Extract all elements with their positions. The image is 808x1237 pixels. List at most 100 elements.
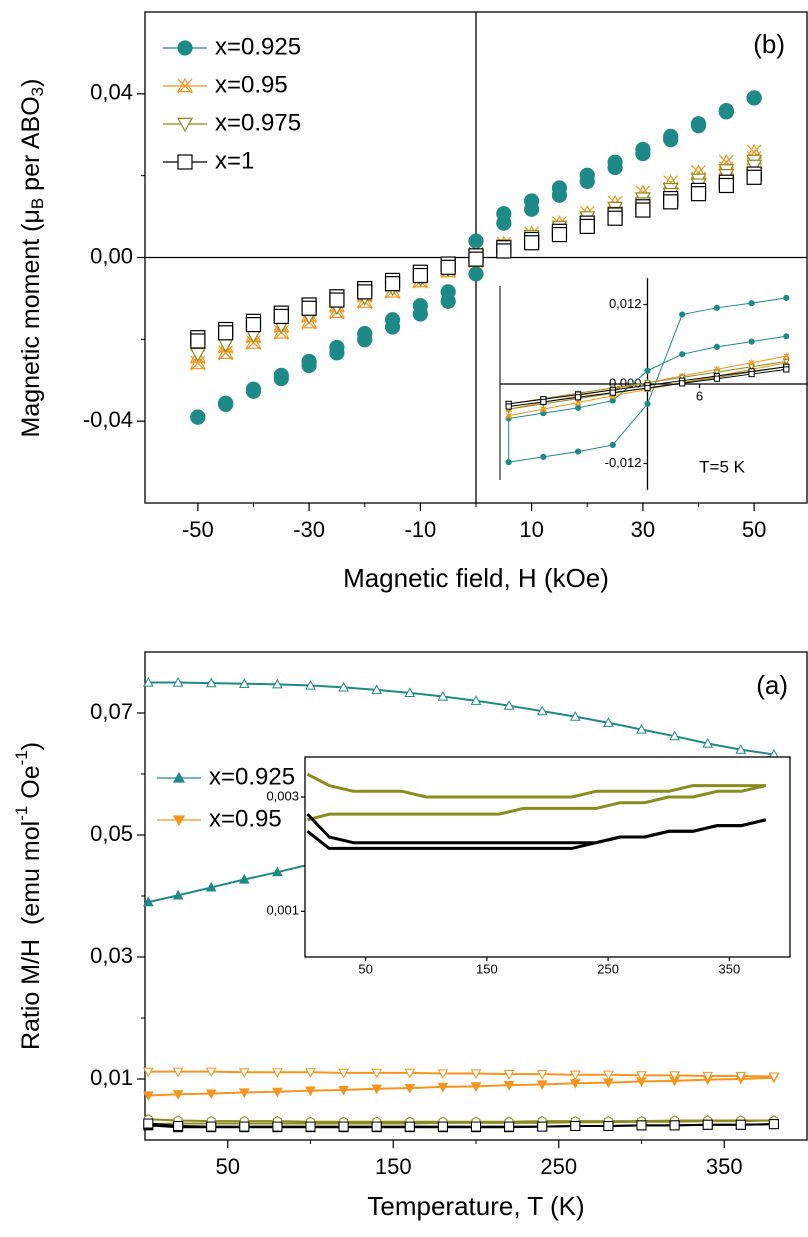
x-tick-label: 6	[696, 388, 703, 403]
y-tick-label: 0,003	[266, 788, 299, 803]
data-point	[748, 300, 755, 307]
data-point	[305, 1121, 316, 1132]
legend-marker	[176, 117, 194, 133]
data-line	[148, 681, 775, 756]
data-point	[371, 1121, 382, 1132]
x-tick-label: 350	[719, 961, 741, 976]
data-point	[524, 235, 540, 251]
data-point	[537, 1121, 548, 1132]
y-tick-label: 0,000	[609, 375, 642, 390]
data-point	[412, 267, 428, 284]
data-line	[148, 1122, 774, 1128]
panel-label: (b)	[753, 29, 785, 59]
data-point	[539, 405, 547, 413]
data-point	[504, 1121, 515, 1132]
y-tick-label: 0,012	[609, 296, 642, 311]
data-point	[468, 266, 484, 282]
data-point	[172, 889, 184, 900]
y-tick-label: 0,03	[90, 943, 133, 968]
data-point	[574, 398, 582, 406]
data-point	[205, 677, 217, 688]
data-point	[239, 1121, 250, 1132]
x-tick-label: 30	[631, 517, 655, 542]
data-point	[669, 1071, 680, 1081]
data-point	[748, 338, 755, 345]
x-tick-label: 350	[706, 1154, 743, 1179]
data-point	[301, 300, 317, 316]
data-point	[437, 1082, 449, 1093]
data-point	[679, 311, 686, 318]
data-point	[536, 1070, 548, 1080]
data-point	[503, 1070, 515, 1080]
data-point	[603, 1070, 614, 1081]
data-point	[702, 1119, 713, 1130]
x-tick-label: 50	[358, 961, 372, 976]
data-point	[783, 333, 790, 340]
data-point	[245, 317, 262, 333]
legend-label: x=0.95	[215, 71, 288, 98]
data-point	[607, 210, 623, 226]
data-point	[404, 1084, 416, 1094]
data-point	[470, 1069, 482, 1080]
data-point	[384, 319, 401, 335]
data-point	[748, 364, 756, 371]
data-point	[735, 1071, 747, 1082]
data-point	[574, 394, 582, 401]
data-point	[569, 1070, 581, 1081]
data-point	[238, 1068, 250, 1078]
data-point	[713, 343, 721, 350]
y-axis-title-part: Oe	[17, 765, 45, 805]
data-point	[669, 1120, 680, 1131]
data-point	[305, 1068, 316, 1078]
data-point	[609, 389, 616, 396]
data-point	[272, 1068, 283, 1078]
data-point	[218, 396, 234, 412]
data-point	[782, 352, 790, 360]
data-point	[437, 1121, 448, 1132]
data-point	[536, 1080, 548, 1091]
data-point	[574, 404, 582, 411]
plots: -50 -30 -10 10 30 50 -0,04 0,00 0,04 x=0.925 x=0.9…	[83, 11, 808, 1179]
data-point	[570, 1120, 581, 1131]
data-point	[273, 371, 289, 387]
data-point	[782, 358, 790, 366]
data-point	[172, 676, 184, 687]
data-point	[609, 441, 616, 449]
data-point	[172, 1067, 184, 1078]
data-point	[404, 1121, 415, 1132]
y-tick-label: 0,05	[90, 821, 133, 846]
y-axis-title-part: Ratio M/H (emu mol	[17, 821, 45, 1050]
data-point	[143, 1118, 154, 1129]
y-axis-title-sub: B	[28, 198, 47, 209]
y-tick-label: -0,012	[605, 455, 642, 470]
y-tick-label: -0,04	[83, 407, 133, 432]
y-tick-label: 0,07	[90, 699, 133, 724]
data-point	[190, 409, 206, 425]
x-tick-label: 150	[476, 961, 498, 976]
data-point	[718, 104, 734, 120]
data-point	[437, 1069, 449, 1080]
data-point	[783, 366, 790, 373]
data-line	[148, 1118, 774, 1123]
data-point	[690, 118, 707, 134]
data-point	[569, 711, 581, 721]
y-axis-title-part: Magnetic moment (μ	[17, 209, 45, 437]
data-point	[470, 695, 482, 705]
data-point	[735, 1119, 746, 1130]
data-point	[713, 304, 721, 311]
y-axis-title-sup: -1	[12, 806, 31, 821]
data-point	[540, 398, 547, 405]
data-point	[305, 1086, 316, 1097]
data-point	[503, 700, 515, 710]
y-axis-title: Ratio M/H (emu mol-1 Oe-1)	[12, 742, 44, 1050]
data-point	[142, 1067, 154, 1078]
x-tick-label: 250	[540, 1154, 577, 1179]
legend-marker	[177, 154, 193, 170]
data-point	[505, 412, 513, 419]
data-point	[718, 177, 734, 194]
data-point	[607, 159, 623, 176]
data-point	[205, 1089, 217, 1100]
panel-label: (a)	[756, 670, 788, 700]
data-point	[217, 338, 234, 353]
